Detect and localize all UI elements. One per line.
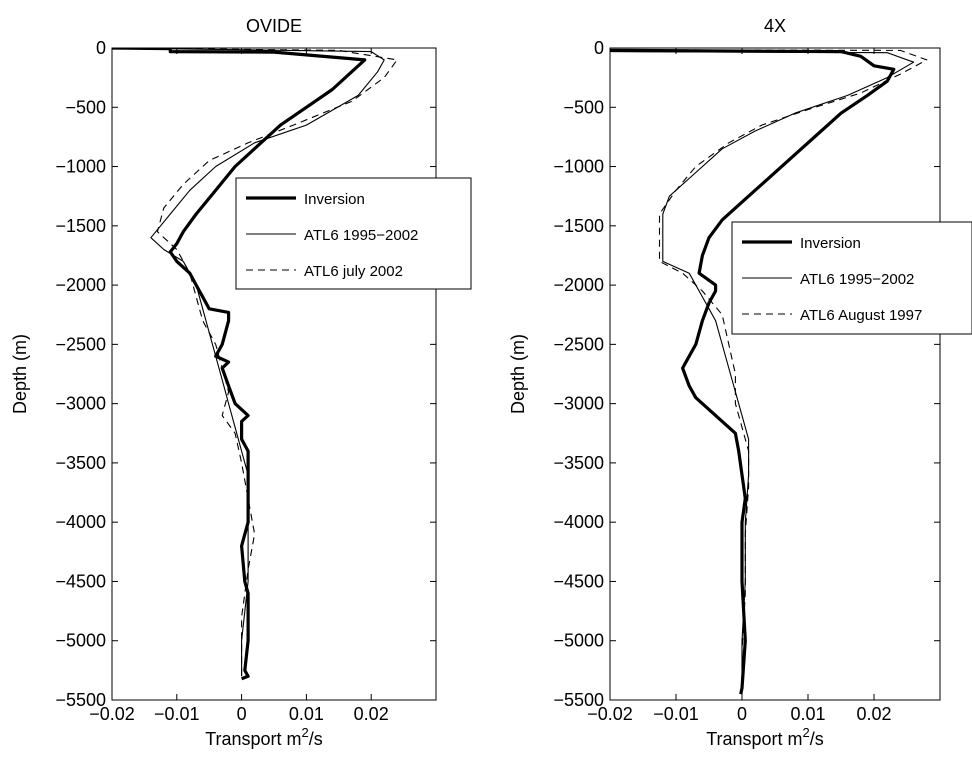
x-axis-label-main: Transport m <box>205 729 301 749</box>
chart-4x: 4X −0.02 −0.01 0 0.01 0.02 0 −500 −1000 −1500 −200… <box>508 16 972 749</box>
y-tick-label: −4000 <box>553 512 604 532</box>
x-tick-label: −0.02 <box>587 704 633 724</box>
legend-label-1: ATL6 1995−2002 <box>800 271 914 288</box>
y-tick-label: −2500 <box>55 334 106 354</box>
y-tick-label: −1000 <box>55 157 106 177</box>
y-tick-label: −4500 <box>55 571 106 591</box>
series-line-2 <box>610 49 928 695</box>
x-axis-label-sup: 2 <box>302 725 309 740</box>
y-tick-label: −4500 <box>553 571 604 591</box>
y-tick-label: −2000 <box>55 275 106 295</box>
x-tick-label: 0.02 <box>354 704 389 724</box>
series-line-0 <box>112 48 367 681</box>
y-tick-label: −2000 <box>553 275 604 295</box>
y-tick-label: −1000 <box>553 157 604 177</box>
x-tick-label: −0.02 <box>89 704 135 724</box>
x-axis-label-main: Transport m <box>706 729 802 749</box>
y-tick-label: −5000 <box>553 631 604 651</box>
x-tick-label: −0.01 <box>154 704 200 724</box>
plot-lines <box>112 48 398 681</box>
y-tick-label: 0 <box>594 38 604 58</box>
chart-title: OVIDE <box>246 16 302 36</box>
chart-title: 4X <box>764 16 786 36</box>
y-tick-label: −4000 <box>55 512 106 532</box>
x-tick-label: 0.01 <box>790 704 825 724</box>
legend-label-0: Inversion <box>304 191 365 208</box>
y-tick-label: −5500 <box>553 690 604 710</box>
y-tick-label: −500 <box>563 97 604 117</box>
y-tick-label: −5000 <box>55 631 106 651</box>
legend-label-2: ATL6 july 2002 <box>304 263 403 280</box>
y-axis-label: Depth (m) <box>508 334 528 414</box>
x-axis-label: Transport m2/s <box>205 725 323 749</box>
x-tick-label: 0.01 <box>289 704 324 724</box>
plot-lines <box>610 48 928 695</box>
y-tick-label: −2500 <box>553 334 604 354</box>
x-axis-label-sup: 2 <box>803 725 810 740</box>
axes-frame <box>609 47 941 701</box>
y-tick-label: 0 <box>96 38 106 58</box>
axes-frame <box>111 47 437 701</box>
y-tick-label: −500 <box>65 97 106 117</box>
y-tick-label: −3500 <box>553 453 604 473</box>
y-tick-label: −1500 <box>55 216 106 236</box>
x-axis-label: Transport m2/s <box>706 725 824 749</box>
x-tick-label: 0.02 <box>856 704 891 724</box>
y-axis-label: Depth (m) <box>10 334 30 414</box>
x-axis-label-tail: /s <box>810 729 824 749</box>
chart-ovide: OVIDE −0.02 −0.01 0 0.01 0.02 0 −500 −1000 −1500 −… <box>10 16 472 749</box>
y-tick-label: −3000 <box>553 394 604 414</box>
y-tick-label: −5500 <box>55 690 106 710</box>
y-tick-label: −3500 <box>55 453 106 473</box>
x-tick-label: 0 <box>737 704 747 724</box>
x-tick-label: −0.01 <box>653 704 699 724</box>
series-line-0 <box>610 48 896 695</box>
series-line-2 <box>112 48 398 677</box>
y-tick-label: −3000 <box>55 394 106 414</box>
x-tick-label: 0 <box>237 704 247 724</box>
legend-label-1: ATL6 1995−2002 <box>304 227 418 244</box>
series-line-1 <box>112 48 385 677</box>
x-axis-label-tail: /s <box>309 729 323 749</box>
y-tick-label: −1500 <box>553 216 604 236</box>
legend-label-0: Inversion <box>800 235 861 252</box>
legend-label-2: ATL6 August 1997 <box>800 307 922 324</box>
series-line-1 <box>610 51 915 695</box>
